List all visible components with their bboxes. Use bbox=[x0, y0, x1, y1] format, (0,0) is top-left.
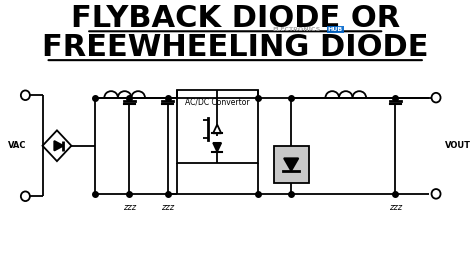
Text: VOUT: VOUT bbox=[445, 141, 471, 150]
Text: zzz: zzz bbox=[389, 202, 402, 211]
Text: VAC: VAC bbox=[9, 141, 27, 150]
Text: FLYBACK DIODE OR: FLYBACK DIODE OR bbox=[71, 4, 400, 33]
Polygon shape bbox=[213, 143, 221, 152]
Text: HUB: HUB bbox=[328, 27, 343, 32]
Text: FREEWHEELING DIODE: FREEWHEELING DIODE bbox=[42, 33, 428, 62]
Text: zzz: zzz bbox=[123, 202, 136, 211]
Text: AC/DC Convertor: AC/DC Convertor bbox=[185, 98, 249, 107]
Polygon shape bbox=[54, 141, 63, 151]
Bar bbox=[176, 90, 258, 163]
Text: zzz: zzz bbox=[161, 202, 174, 211]
Text: ELECTRONICS: ELECTRONICS bbox=[273, 27, 321, 32]
Polygon shape bbox=[284, 158, 299, 171]
Bar bbox=[273, 146, 309, 183]
